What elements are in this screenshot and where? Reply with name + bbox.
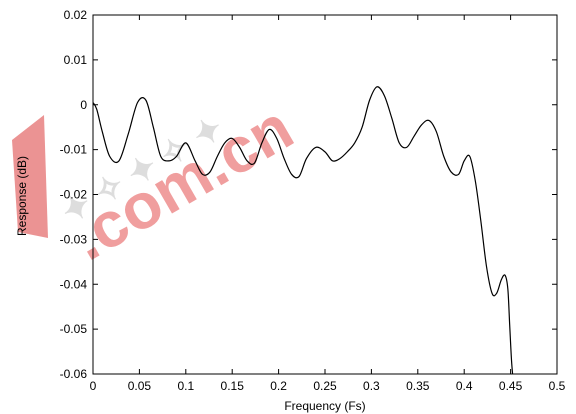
x-tick-label: 0.45 (499, 379, 523, 393)
x-tick-label: 0.2 (270, 379, 287, 393)
y-tick-label: -0.06 (60, 367, 88, 381)
x-tick-label: 0.5 (549, 379, 566, 393)
y-tick-label: -0.01 (60, 143, 88, 157)
y-tick-label: -0.02 (60, 188, 88, 202)
y-axis-label: Response (dB) (15, 156, 29, 236)
y-tick-label: 0.01 (64, 53, 88, 67)
x-tick-label: 0.05 (128, 379, 152, 393)
x-tick-label: 0.25 (313, 379, 337, 393)
y-tick-label: -0.03 (60, 232, 88, 246)
y-tick-label: -0.05 (60, 322, 88, 336)
x-tick-label: 0 (90, 379, 97, 393)
series-line-0 (93, 86, 514, 374)
watermark: .com.cn ✦ ✧ ✦ ✧ ✦ (12, 91, 304, 274)
x-tick-label: 0.1 (177, 379, 194, 393)
x-tick-label: 0.35 (406, 379, 430, 393)
y-tick-label: -0.04 (60, 277, 88, 291)
x-axis-label: Frequency (Fs) (284, 399, 365, 413)
x-tick-label: 0.3 (363, 379, 380, 393)
x-tick-label: 0.15 (221, 379, 245, 393)
y-tick-label: 0.02 (64, 8, 88, 22)
y-tick-label: 0 (80, 98, 87, 112)
x-tick-label: 0.4 (456, 379, 473, 393)
